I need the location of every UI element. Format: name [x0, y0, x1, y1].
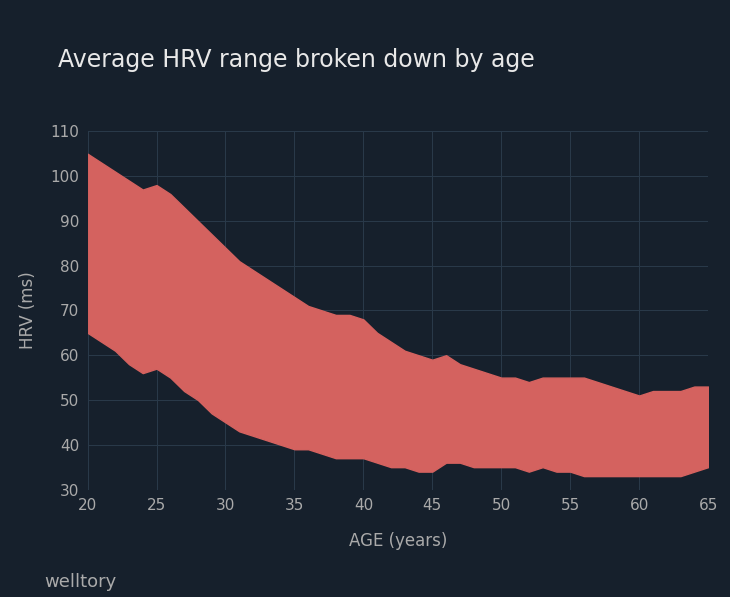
Text: Average HRV range broken down by age: Average HRV range broken down by age: [58, 48, 535, 72]
X-axis label: AGE (years): AGE (years): [349, 533, 447, 550]
Text: welltory: welltory: [44, 573, 116, 591]
Y-axis label: HRV (ms): HRV (ms): [18, 272, 36, 349]
